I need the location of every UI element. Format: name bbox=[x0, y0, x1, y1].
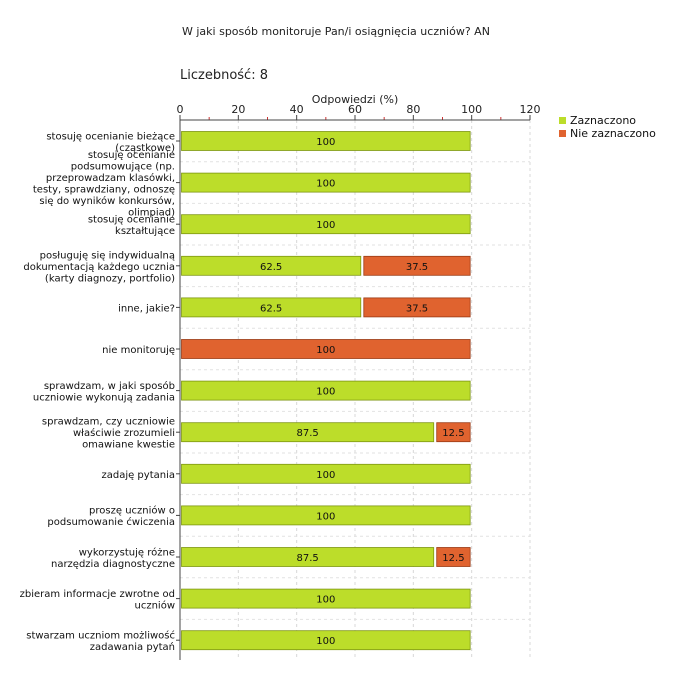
category-label: sprawdzam, w jaki sposób uczniowie wykonu… bbox=[33, 380, 175, 404]
category-label-line: kształtujące bbox=[115, 226, 175, 237]
bar-value-label: 100 bbox=[316, 595, 335, 606]
x-tick-label: 20 bbox=[231, 103, 245, 116]
category-label-line: uczniowie wykonują zadania bbox=[33, 392, 175, 403]
bar-zaznaczono bbox=[181, 547, 435, 567]
x-tick-label: 120 bbox=[520, 103, 541, 116]
x-tick-label: 0 bbox=[177, 103, 184, 116]
bar-zaznaczono bbox=[181, 422, 435, 443]
legend-label: Zaznaczono bbox=[570, 114, 636, 127]
category-label-line: nie monitoruję bbox=[102, 345, 175, 356]
bar-value-label: 100 bbox=[316, 511, 335, 522]
bar-nie-zaznaczono bbox=[181, 339, 471, 359]
bar-zaznaczono bbox=[181, 380, 471, 401]
bar-value-label: 100 bbox=[316, 137, 335, 148]
category-label-line: omawiane kwestie bbox=[82, 440, 175, 451]
axes: 0 20 40 60 80 100 120 bbox=[176, 103, 541, 660]
bar-zaznaczono bbox=[181, 214, 471, 235]
bar-zaznaczono bbox=[181, 172, 471, 193]
category-label-line: wykorzystuję różne bbox=[79, 546, 175, 558]
x-axis-title: Odpowiedzi (%) bbox=[312, 93, 399, 106]
category-label-line: się do wyników konkursów, bbox=[39, 195, 175, 207]
x-tick-label: 40 bbox=[290, 103, 304, 116]
bar-value-label: 87.5 bbox=[296, 553, 318, 564]
category-label-line: (karty diagnozy, portfolio) bbox=[45, 273, 175, 284]
category-label-line: zadaję pytania bbox=[101, 470, 175, 481]
bar-value-label: 100 bbox=[316, 636, 335, 647]
bar-value-label: 100 bbox=[316, 387, 335, 398]
category-label: zadaję pytania bbox=[101, 470, 175, 481]
bar-zaznaczono bbox=[181, 588, 471, 609]
bar-nie-zaznaczono bbox=[363, 255, 471, 276]
category-label: posługuję się indywidualną dokumentacją k… bbox=[23, 250, 175, 284]
category-label: stosuję ocenianie kształtujące bbox=[88, 214, 175, 237]
bar-value-label: 100 bbox=[316, 470, 335, 481]
bar-nie-zaznaczono bbox=[436, 422, 471, 443]
bar-value-label: 100 bbox=[316, 345, 335, 356]
category-label: stosuję ocenianie podsumowujące (np. przep… bbox=[33, 150, 175, 219]
category-label: sprawdzam, czy uczniowie właściwie zrozum… bbox=[42, 417, 175, 451]
category-label: proszę uczniów o podsumowanie ćwiczenia bbox=[47, 505, 175, 529]
category-label-line: stosuję ocenianie bbox=[88, 214, 175, 225]
bar-zaznaczono bbox=[181, 630, 471, 651]
bar-value-label: 37.5 bbox=[406, 303, 428, 314]
category-label-line: proszę uczniów o bbox=[89, 505, 175, 517]
category-label: stwarzam uczniom możliwość zadawania pyta… bbox=[26, 629, 175, 653]
bar-value-label: 87.5 bbox=[296, 428, 318, 439]
category-label-line: uczniów bbox=[135, 599, 176, 611]
bar-value-label: 12.5 bbox=[442, 553, 464, 564]
bar-value-label: 100 bbox=[316, 179, 335, 190]
bar-zaznaczono bbox=[181, 463, 471, 484]
category-label-line: olimpiad) bbox=[128, 207, 175, 218]
chart-title: W jaki sposób monitoruje Pan/i osiągnięc… bbox=[182, 25, 490, 38]
category-label-line: inne, jakie? bbox=[118, 303, 175, 314]
category-labels: stosuję ocenianie bieżące (cząstkowe)stos… bbox=[20, 131, 175, 653]
category-label: wykorzystuję różne narzędzia diagnostyczn… bbox=[51, 546, 175, 570]
legend-label: Nie zaznaczono bbox=[570, 127, 656, 140]
bar-value-label: 62.5 bbox=[260, 303, 282, 314]
bar-nie-zaznaczono bbox=[363, 297, 471, 318]
category-label-line: posługuję się indywidualną bbox=[40, 250, 175, 261]
category-label: zbieram informacje zwrotne od uczniów bbox=[20, 589, 175, 612]
category-label-line: stwarzam uczniom możliwość bbox=[26, 629, 175, 641]
category-label-line: stosuję ocenianie bieżące bbox=[46, 131, 175, 142]
category-label-line: sprawdzam, czy uczniowie bbox=[42, 417, 175, 428]
bar-value-label: 62.5 bbox=[260, 262, 282, 273]
bar-zaznaczono bbox=[181, 505, 471, 526]
sample-size-label: Liczebność: 8 bbox=[180, 68, 268, 83]
category-label: nie monitoruję bbox=[102, 345, 175, 356]
category-label-line: (cząstkowe) bbox=[115, 143, 175, 154]
bar-zaznaczono bbox=[181, 131, 471, 151]
category-label-line: podsumowujące (np. bbox=[71, 161, 175, 172]
legend-swatch bbox=[559, 117, 566, 124]
category-label-line: stosuję ocenianie bbox=[88, 150, 175, 161]
bar-value-label: 37.5 bbox=[406, 262, 428, 273]
bar-value-label: 12.5 bbox=[442, 428, 464, 439]
category-label-line: zadawania pytań bbox=[90, 641, 175, 653]
category-label-line: zbieram informacje zwrotne od bbox=[20, 589, 175, 600]
bar-nie-zaznaczono bbox=[436, 547, 471, 567]
category-label-line: podsumowanie ćwiczenia bbox=[47, 516, 175, 528]
category-label-line: przeprowadzam klasówki, bbox=[46, 172, 175, 184]
category-label-line: właściwie zrozumieli bbox=[73, 427, 175, 439]
bar-zaznaczono bbox=[181, 297, 362, 318]
legend-swatch bbox=[559, 130, 566, 137]
category-label-line: dokumentacją każdego ucznia bbox=[23, 262, 175, 273]
bar-value-label: 100 bbox=[316, 220, 335, 231]
bar-zaznaczono bbox=[181, 255, 362, 276]
category-label-line: testy, sprawdziany, odnoszę bbox=[33, 184, 175, 195]
x-tick-label: 60 bbox=[348, 103, 362, 116]
category-label: inne, jakie? bbox=[118, 303, 175, 314]
x-tick-label: 80 bbox=[406, 103, 420, 116]
category-label-line: sprawdzam, w jaki sposób bbox=[44, 380, 175, 392]
category-label-line: narzędzia diagnostyczne bbox=[51, 559, 175, 570]
bars: 100 100 100 62.5 37.5 62.5 37.5 100 100 87.5 12.5 1… bbox=[181, 131, 471, 651]
x-tick-label: 100 bbox=[461, 103, 482, 116]
category-label: stosuję ocenianie bieżące (cząstkowe) bbox=[46, 131, 175, 154]
